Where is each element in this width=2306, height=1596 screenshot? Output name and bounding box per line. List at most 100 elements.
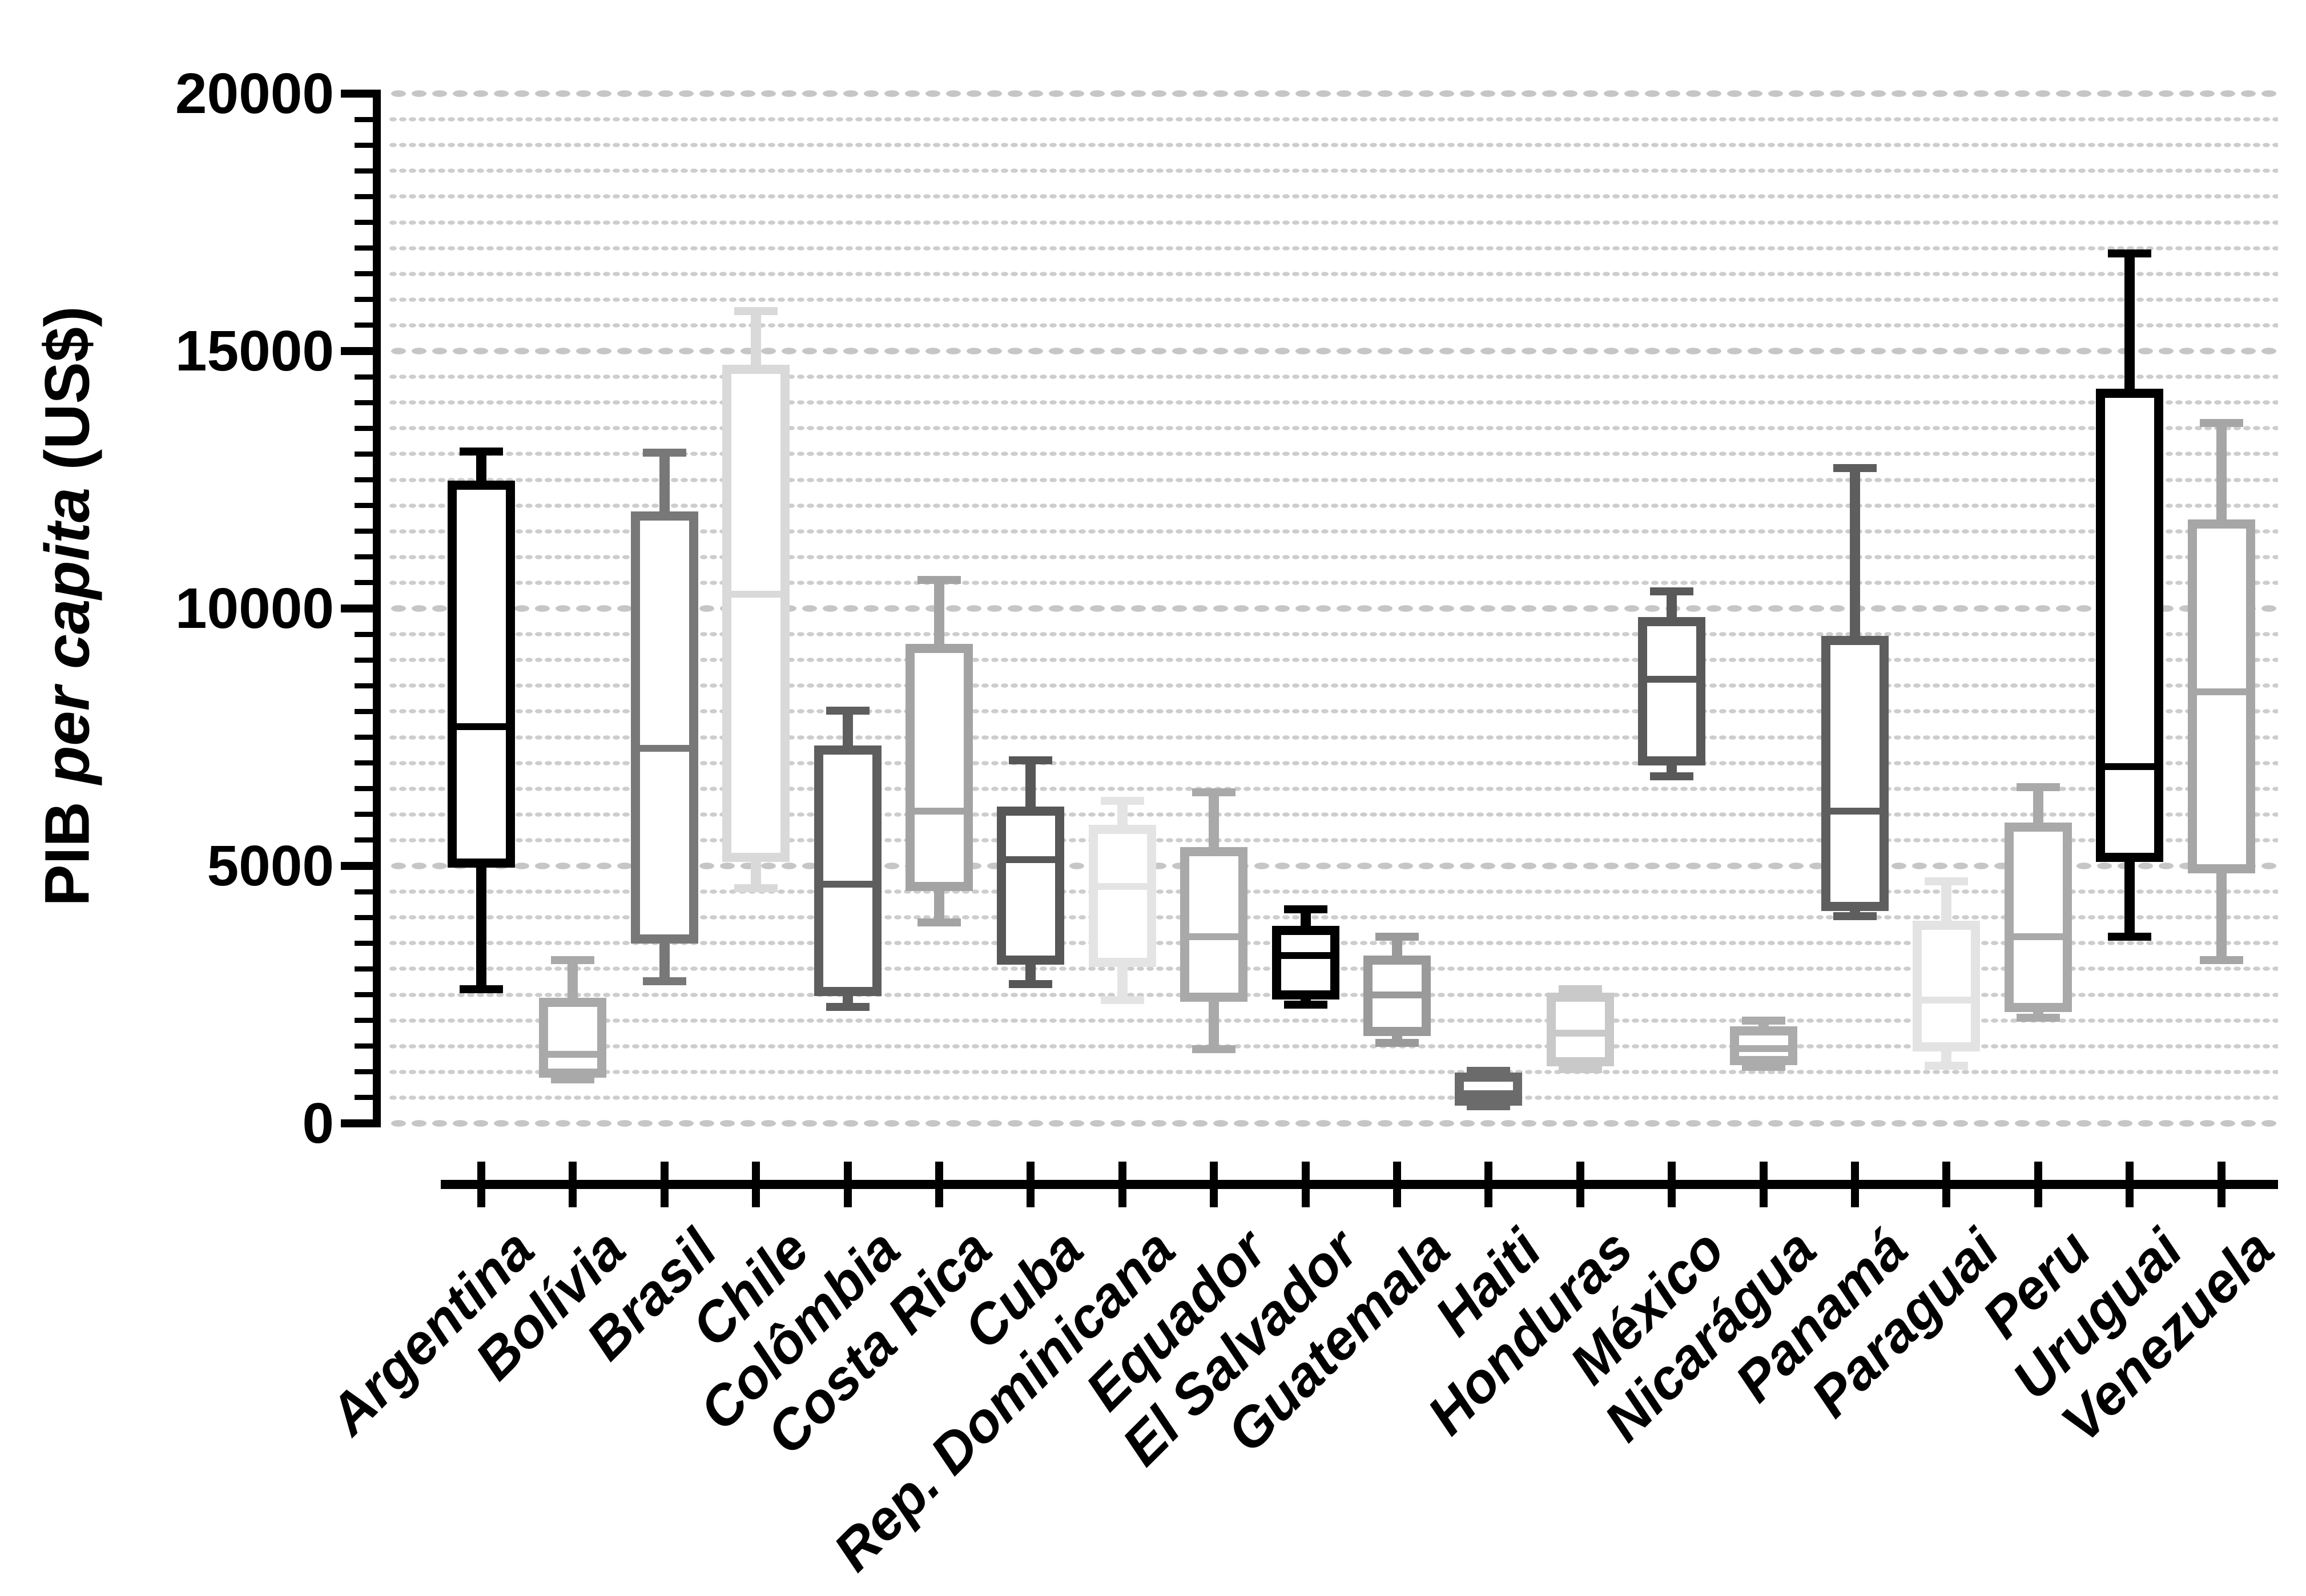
whisker-cap-max [1925, 877, 1969, 886]
gridline-minor [388, 811, 2278, 817]
boxplot-Argentina [448, 447, 515, 994]
y-minor-tick [355, 914, 373, 920]
y-minor-tick [355, 657, 373, 663]
y-minor-tick [355, 374, 373, 380]
whisker-cap-max [1558, 985, 1602, 994]
median-line [1278, 952, 1333, 959]
gridline-major [388, 604, 2278, 613]
iqr-box [2096, 388, 2164, 862]
y-minor-tick [355, 220, 373, 225]
y-tick-label: 10000 [175, 577, 334, 640]
x-tick [1393, 1162, 1401, 1207]
whisker-cap-min [2108, 933, 2152, 941]
whisker-cap-min [826, 1003, 870, 1011]
x-tick [1851, 1162, 1859, 1207]
whisker-cap-max [2108, 249, 2152, 257]
whisker-cap-max [460, 447, 503, 456]
y-minor-tick [355, 735, 373, 740]
gridline-minor [388, 683, 2278, 689]
x-tick [2217, 1162, 2225, 1207]
median-line [1187, 933, 1241, 941]
whisker-cap-max [1192, 788, 1236, 796]
gridline-minor [388, 1069, 2278, 1075]
y-minor-tick [355, 683, 373, 688]
y-major-tick [341, 862, 373, 870]
iqr-box [539, 998, 607, 1078]
y-major-tick [341, 604, 373, 612]
boxplot-Nicarágua [1729, 1016, 1797, 1071]
median-line [820, 880, 875, 888]
gridline-minor [388, 142, 2278, 148]
whisker-cap-max [551, 956, 595, 965]
gridline-minor [388, 734, 2278, 740]
gridline-minor [388, 322, 2278, 328]
x-tick [843, 1162, 852, 1207]
boxplot-Peru [2004, 783, 2072, 1022]
whisker-cap-min [642, 977, 686, 986]
iqr-box [1180, 847, 1248, 1002]
boxplot-Colômbia [814, 706, 882, 1012]
boxplot-Costa Rica [906, 575, 973, 927]
whisker-cap-min [1192, 1045, 1236, 1054]
y-tick-label: 0 [302, 1091, 334, 1155]
median-line [1828, 808, 1882, 815]
gridline-major [388, 346, 2278, 356]
gridline-minor [388, 194, 2278, 200]
y-axis-title-prefix: PIB [32, 784, 103, 906]
gridline-minor [388, 760, 2278, 766]
whisker-cap-max [1741, 1016, 1785, 1025]
y-minor-tick [355, 1069, 373, 1075]
x-axis-line [441, 1180, 2278, 1189]
whisker-cap-max [1650, 587, 1694, 596]
x-tick [477, 1162, 485, 1207]
y-major-tick [341, 1119, 373, 1127]
x-tick [1210, 1162, 1218, 1207]
gridline-minor [388, 657, 2278, 663]
whisker-cap-max [917, 576, 961, 585]
y-minor-tick [355, 400, 373, 405]
y-minor-tick [355, 631, 373, 637]
boxplot-Paraguai [1913, 877, 1981, 1070]
gridline-minor [388, 1094, 2278, 1101]
y-minor-tick [355, 554, 373, 560]
whisker-cap-min [1558, 1065, 1602, 1074]
y-minor-tick [355, 142, 373, 148]
median-line [2011, 933, 2065, 941]
gridline-minor [388, 271, 2278, 277]
gridline-minor [388, 400, 2278, 406]
gridline-minor [388, 785, 2278, 792]
y-minor-tick [355, 760, 373, 766]
x-tick [752, 1162, 760, 1207]
y-minor-tick [355, 245, 373, 251]
boxplot-Brasil [630, 448, 698, 986]
whisker-cap-max [1100, 797, 1144, 805]
gridline-minor [388, 528, 2278, 534]
whisker-cap-min [460, 985, 503, 994]
iqr-box [1088, 824, 1156, 967]
y-major-tick [341, 90, 373, 98]
y-minor-tick [355, 992, 373, 997]
gridline-major [388, 1119, 2278, 1128]
median-line [2103, 763, 2157, 770]
gridline-minor [388, 245, 2278, 251]
whisker-cap-max [642, 448, 686, 457]
y-minor-tick [355, 708, 373, 714]
boxplot-Equador [1180, 788, 1248, 1054]
whisker-cap-min [734, 884, 778, 892]
y-minor-tick [355, 889, 373, 894]
median-line [2194, 688, 2248, 696]
whisker-cap-min [1833, 912, 1877, 921]
gridline-minor [388, 502, 2278, 509]
boxplot-Rep. Dominicana [1088, 796, 1156, 1004]
gridline-major [388, 89, 2278, 98]
y-tick-label: 5000 [207, 834, 334, 898]
gridline-minor [388, 477, 2278, 483]
gridline-minor [388, 889, 2278, 895]
median-line [454, 723, 508, 731]
iqr-box [906, 644, 973, 892]
gridline-minor [388, 296, 2278, 303]
boxplot-Bolívia [539, 956, 607, 1084]
whisker-cap-min [1375, 1039, 1419, 1047]
boxplot-Honduras [1546, 985, 1614, 1074]
